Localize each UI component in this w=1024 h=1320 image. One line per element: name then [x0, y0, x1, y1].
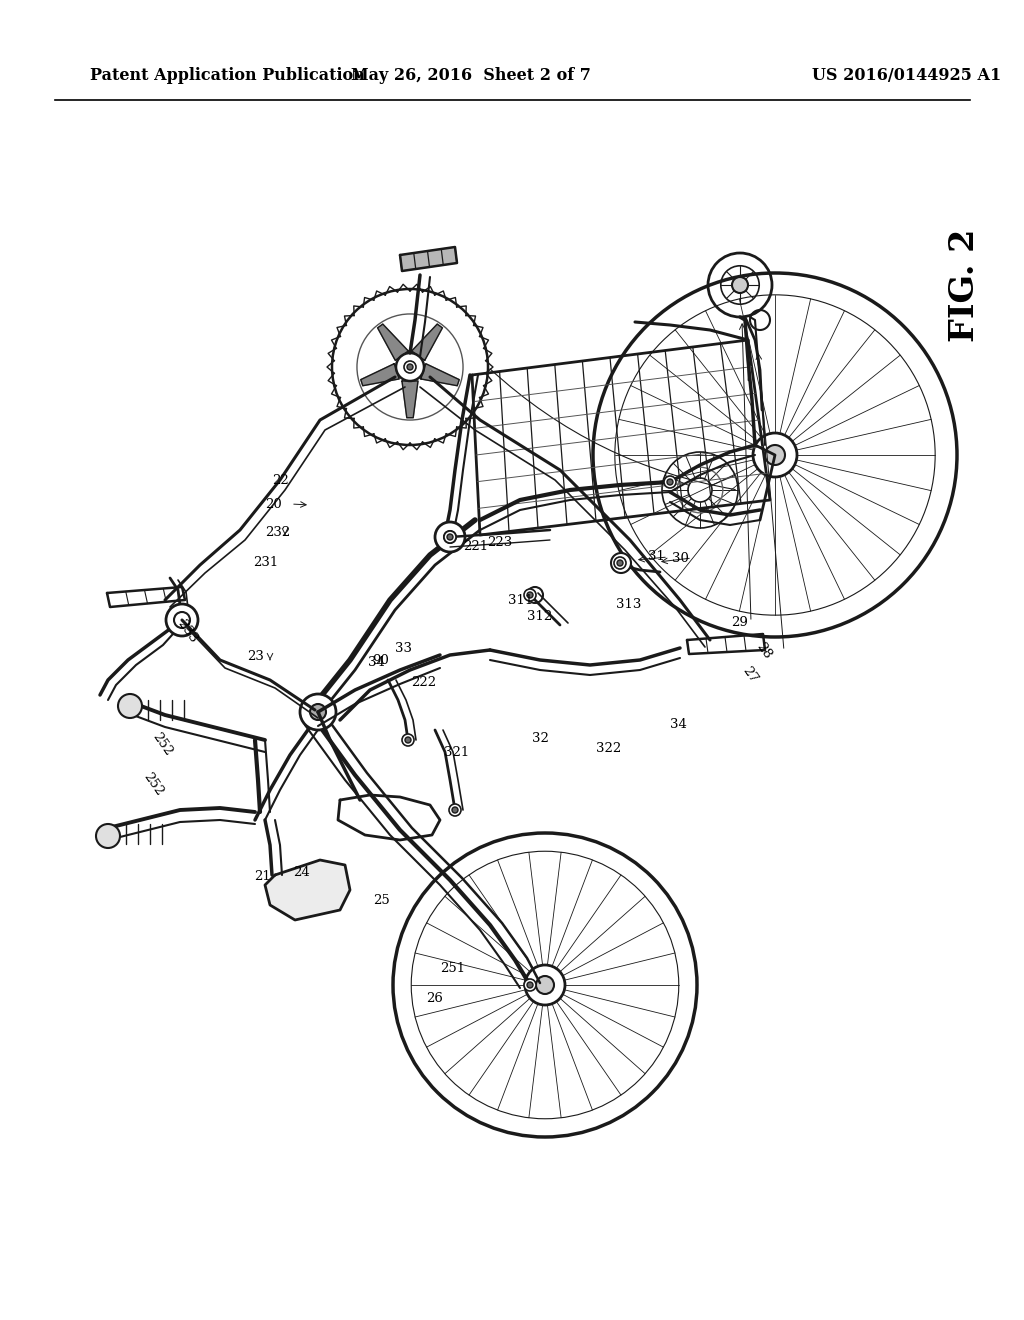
Text: 29: 29	[731, 615, 748, 628]
Polygon shape	[360, 364, 399, 385]
Text: 221: 221	[463, 540, 488, 553]
Text: 311: 311	[508, 594, 534, 606]
Text: 22: 22	[272, 474, 289, 487]
Circle shape	[449, 804, 461, 816]
Text: 20: 20	[265, 498, 282, 511]
Circle shape	[617, 560, 623, 566]
Circle shape	[452, 807, 458, 813]
Circle shape	[404, 360, 416, 374]
Text: 252: 252	[140, 770, 166, 799]
Text: FIG. 2: FIG. 2	[948, 228, 981, 342]
Text: 28: 28	[754, 640, 774, 661]
Circle shape	[402, 734, 414, 746]
Text: 321: 321	[444, 746, 469, 759]
Circle shape	[435, 521, 465, 552]
Circle shape	[527, 591, 534, 598]
Text: 30: 30	[672, 552, 689, 565]
Polygon shape	[421, 364, 459, 385]
Circle shape	[664, 477, 676, 488]
Polygon shape	[378, 325, 409, 360]
Circle shape	[527, 982, 534, 987]
Text: 231: 231	[253, 556, 279, 569]
Text: 25: 25	[373, 894, 390, 907]
Circle shape	[524, 979, 536, 991]
Circle shape	[765, 445, 785, 465]
Text: 251: 251	[440, 961, 465, 974]
Text: US 2016/0144925 A1: US 2016/0144925 A1	[812, 66, 1000, 83]
Text: 322: 322	[596, 742, 622, 755]
Text: 252: 252	[150, 730, 174, 758]
Text: May 26, 2016  Sheet 2 of 7: May 26, 2016 Sheet 2 of 7	[351, 66, 591, 83]
Text: 233: 233	[174, 616, 200, 645]
Polygon shape	[412, 325, 442, 360]
Circle shape	[447, 535, 453, 540]
Text: 34: 34	[670, 718, 687, 730]
Circle shape	[166, 605, 198, 636]
Text: 312: 312	[527, 610, 552, 623]
Text: 223: 223	[487, 536, 512, 549]
Text: 222: 222	[411, 676, 436, 689]
Text: 232: 232	[265, 525, 290, 539]
Text: 90: 90	[372, 653, 389, 667]
Circle shape	[300, 694, 336, 730]
Polygon shape	[400, 247, 457, 271]
Text: 33: 33	[395, 642, 412, 655]
Circle shape	[524, 589, 536, 601]
Circle shape	[444, 531, 456, 543]
Text: 26: 26	[426, 991, 442, 1005]
Circle shape	[611, 553, 631, 573]
Text: 27: 27	[739, 664, 760, 685]
Circle shape	[118, 694, 142, 718]
Circle shape	[407, 364, 413, 370]
Text: 23: 23	[247, 651, 264, 664]
Text: 34: 34	[368, 656, 385, 669]
Text: 313: 313	[616, 598, 641, 611]
Circle shape	[667, 479, 673, 484]
Text: 31: 31	[648, 550, 665, 564]
Circle shape	[96, 824, 120, 847]
Circle shape	[614, 557, 626, 569]
Text: Patent Application Publication: Patent Application Publication	[90, 66, 365, 83]
Circle shape	[444, 531, 456, 543]
Text: 21: 21	[254, 870, 270, 883]
Polygon shape	[265, 861, 350, 920]
Circle shape	[406, 737, 411, 743]
Circle shape	[536, 975, 554, 994]
Circle shape	[732, 277, 748, 293]
Polygon shape	[402, 381, 418, 417]
Circle shape	[310, 704, 326, 719]
Text: 24: 24	[293, 866, 309, 879]
Text: 32: 32	[532, 731, 549, 744]
